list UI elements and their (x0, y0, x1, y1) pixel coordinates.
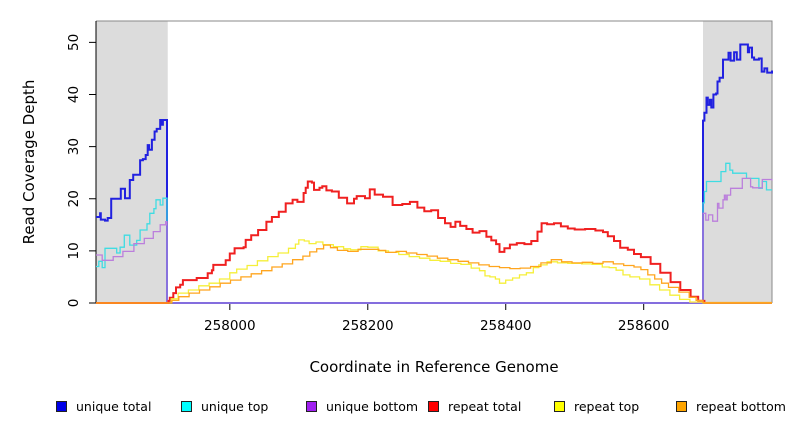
legend-item-unique-total: unique total (56, 398, 151, 414)
series-unique-top (96, 162, 772, 304)
repeat-total-swatch-icon (428, 400, 439, 412)
legend-label: repeat bottom (696, 398, 786, 414)
y-tick-label: 10 (66, 242, 82, 259)
y-tick-label: 20 (66, 190, 82, 207)
plot-box (96, 20, 773, 303)
series-unique-total (96, 43, 773, 304)
legend-label: unique top (201, 398, 269, 414)
legend-item-repeat-bottom: repeat bottom (676, 398, 786, 414)
unique-bottom-swatch-icon (306, 400, 317, 412)
repeat-bottom-swatch-icon (676, 400, 687, 412)
series-repeat-bottom (96, 244, 772, 304)
unique-total-swatch-icon (56, 400, 67, 412)
y-tick-label: 30 (66, 138, 82, 155)
x-axis-title: Coordinate in Reference Genome (309, 358, 558, 376)
legend-label: repeat top (574, 398, 640, 414)
y-tick-label: 50 (66, 34, 82, 51)
y-axis-title: Read Coverage Depth (20, 80, 38, 245)
x-tick-label: 258400 (480, 318, 532, 334)
series-repeat-total (96, 180, 772, 304)
x-tick-label: 258600 (618, 318, 670, 334)
y-tick-label: 40 (66, 86, 82, 103)
legend-item-repeat-total: repeat total (428, 398, 521, 414)
x-tick-label: 258200 (342, 318, 394, 334)
series-repeat-top (96, 239, 772, 304)
masked-region (96, 21, 168, 303)
legend-label: repeat total (448, 398, 522, 414)
legend-item-unique-bottom: unique bottom (306, 398, 418, 414)
legend-label: unique bottom (326, 398, 419, 414)
y-tick-label: 0 (66, 299, 82, 308)
legend-label: unique total (76, 398, 152, 414)
unique-top-swatch-icon (181, 400, 192, 412)
x-tick-label: 258000 (204, 318, 256, 334)
legend-item-unique-top: unique top (181, 398, 268, 414)
repeat-top-swatch-icon (554, 400, 565, 412)
masked-region (703, 21, 772, 303)
legend-item-repeat-top: repeat top (554, 398, 639, 414)
series-unique-bottom (96, 177, 773, 304)
